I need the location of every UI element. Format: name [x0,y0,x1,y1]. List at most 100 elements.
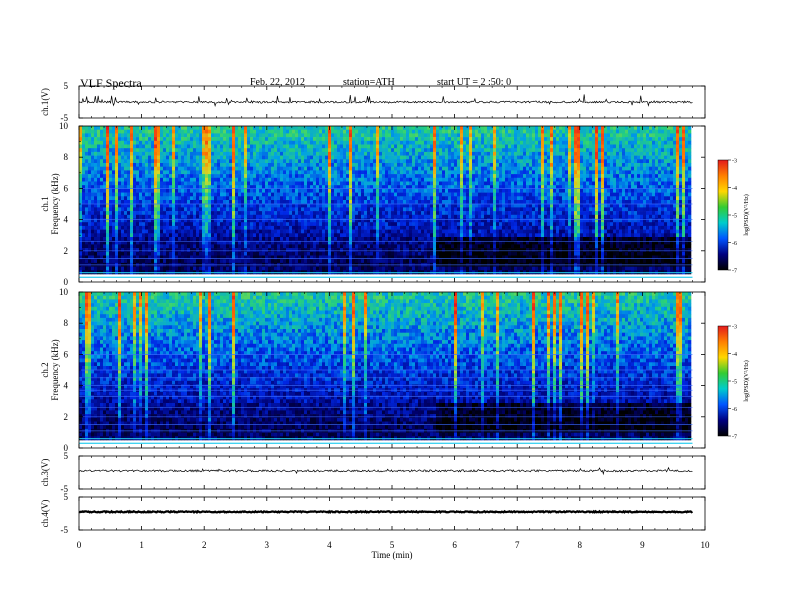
spectrogram-cell [427,163,431,167]
spectrogram-cell [184,159,188,164]
spectrogram-cell [208,207,212,212]
spectrogram-cell [598,203,602,208]
spectrogram-cell [439,159,443,164]
spectrogram-cell [331,133,335,138]
spectrogram-cell [217,170,221,175]
spectrogram-cell [133,155,137,160]
spectrogram-cell [409,174,413,179]
spectrogram-cell [679,137,683,142]
spectrogram-cell [616,174,620,179]
spectrogram-cell [328,181,332,186]
spectrogram-cell [613,192,617,197]
spectrogram-cell [490,192,494,197]
spectrogram-cell [472,211,476,216]
spectrogram-cell [316,151,320,156]
spectrogram-cell [454,140,458,145]
spectrogram-cell [481,177,485,182]
spectrogram-cell [664,170,668,175]
spectrogram-cell [469,185,473,190]
spectrogram-cell [412,140,416,145]
spectrogram-cell [448,140,452,145]
spectrogram-cell [169,144,173,149]
spectrogram-cell [277,155,281,160]
spectrogram-cell [142,177,146,182]
spectrogram-cell [481,129,485,134]
spectrogram-cell [673,181,677,186]
spectrogram-cell [343,151,347,156]
spectrogram-cell [214,126,218,130]
spectrogram-cell [286,148,290,153]
spectrogram-cell [190,192,194,197]
spectrogram-cell [91,174,95,179]
spectrogram-cell [112,196,116,201]
spectrogram-cell [436,207,440,212]
spectrogram-cell [601,181,605,186]
spectrogram-cell [196,155,200,160]
spectrogram-cell [124,207,128,212]
spectrogram-cell [385,137,389,142]
spectrogram-cell [103,203,107,208]
spectrogram-cell [295,155,299,160]
spectrogram-cell [163,196,167,201]
spectrogram-cell [556,207,560,212]
spectrogram-cell [349,200,353,204]
spectrogram-cell [169,207,173,212]
spectrogram-cell [640,211,644,216]
spectrogram-cell [409,140,413,145]
spectrogram-cell [535,166,539,171]
spectrogram-cell [364,137,368,142]
spectrogram-cell [250,211,254,216]
spectrogram-cell [499,211,503,216]
spectrogram-cell [505,144,509,149]
spectrogram-cell [622,192,626,197]
spectrogram-cell [352,159,356,164]
spectrogram-cell [418,140,422,145]
spectrogram-cell [601,155,605,160]
spectrogram-cell [88,166,92,171]
spectrogram-cell [679,170,683,175]
spectrogram-cell [166,140,170,145]
spectrogram-cell [79,137,83,142]
spectrogram-cell [634,207,638,212]
spectrogram-cell [508,133,512,138]
spectrogram-cell [151,148,155,153]
spectrogram-cell [178,211,182,216]
spectrogram-cell [607,137,611,142]
spectrogram-cell [349,155,353,160]
spectrogram-cell [112,144,116,149]
spectrogram-cell [493,140,497,145]
spectrogram-cell [463,148,467,153]
spectrogram-cell [229,163,233,167]
spectrogram-cell [658,159,662,164]
spectrogram-cell [385,174,389,179]
spectrogram-cell [406,174,410,179]
spectrogram-cell [487,126,491,130]
spectrogram-cell [475,137,479,142]
spectrogram-cell [322,133,326,138]
spectrogram-cell [673,174,677,179]
spectrogram-cell [373,207,377,212]
spectrogram-cell [547,140,551,145]
spectrogram-cell [373,148,377,153]
spectrogram-cell [682,159,686,164]
spectrogram-cell [688,144,692,149]
spectrogram-cell [508,151,512,156]
spectrogram-cell [550,188,554,193]
spectrogram-cell [544,185,548,190]
spectrogram-cell [586,181,590,186]
spectrogram-cell [304,144,308,149]
spectrogram-cell [676,207,680,212]
spectrogram-cell [391,129,395,134]
spectrogram-cell [160,177,164,182]
spectrogram-cell [262,137,266,142]
spectrogram-cell [304,159,308,164]
spectrogram-cell [475,185,479,190]
spectrogram-cell [184,203,188,208]
spectrogram-cell [358,140,362,145]
spectrogram-cell [130,211,134,216]
spectrogram-cell [439,196,443,201]
spectrogram-cell [655,174,659,179]
spectrogram-cell [319,144,323,149]
spectrogram-cell [166,163,170,167]
spectrogram-cell [673,185,677,190]
